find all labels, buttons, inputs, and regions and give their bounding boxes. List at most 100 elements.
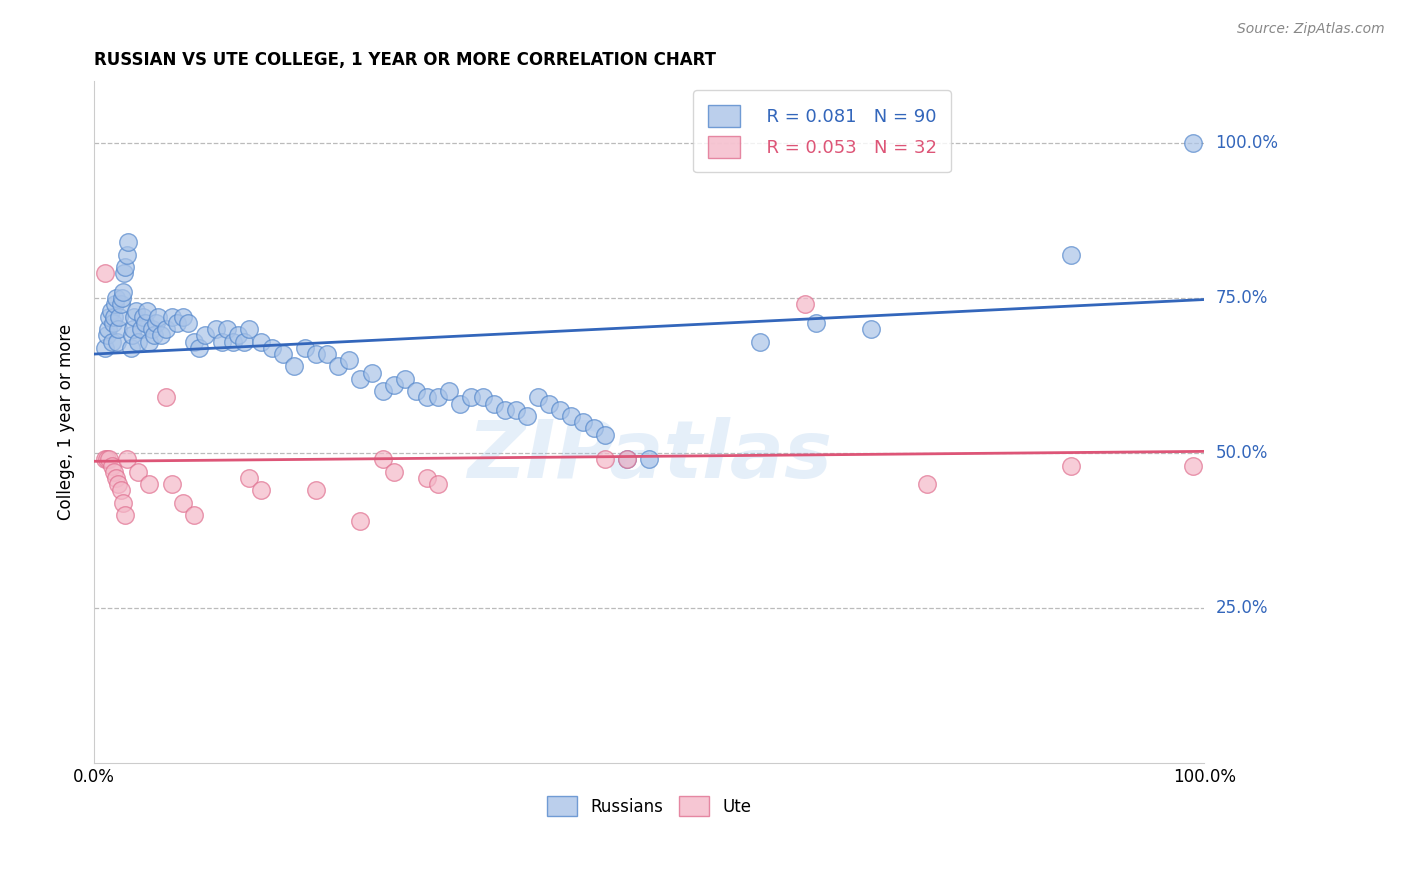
Point	[132, 310, 155, 324]
Text: RUSSIAN VS UTE COLLEGE, 1 YEAR OR MORE CORRELATION CHART: RUSSIAN VS UTE COLLEGE, 1 YEAR OR MORE C…	[94, 51, 716, 69]
Point	[100, 303, 122, 318]
Point	[100, 458, 122, 473]
Point	[149, 328, 172, 343]
Point	[111, 285, 134, 299]
Point	[439, 384, 461, 399]
Point	[305, 347, 328, 361]
Point	[98, 452, 121, 467]
Point	[183, 508, 205, 523]
Point	[108, 310, 131, 324]
Point	[222, 334, 245, 349]
Point	[1060, 248, 1083, 262]
Point	[122, 310, 145, 324]
Point	[232, 334, 254, 349]
Point	[915, 477, 938, 491]
Y-axis label: College, 1 year or more: College, 1 year or more	[58, 324, 75, 520]
Point	[105, 334, 128, 349]
Text: 50.0%: 50.0%	[1216, 444, 1268, 462]
Point	[103, 465, 125, 479]
Point	[155, 391, 177, 405]
Point	[160, 477, 183, 491]
Point	[172, 310, 194, 324]
Text: 75.0%: 75.0%	[1216, 289, 1268, 307]
Point	[105, 291, 128, 305]
Point	[349, 372, 371, 386]
Point	[371, 384, 394, 399]
Point	[117, 235, 139, 250]
Point	[316, 347, 339, 361]
Point	[271, 347, 294, 361]
Point	[593, 427, 616, 442]
Point	[114, 260, 136, 275]
Point	[238, 471, 260, 485]
Point	[107, 322, 129, 336]
Point	[538, 397, 561, 411]
Point	[360, 366, 382, 380]
Point	[97, 322, 120, 336]
Point	[226, 328, 249, 343]
Point	[337, 353, 360, 368]
Point	[1182, 458, 1205, 473]
Point	[148, 310, 170, 324]
Point	[177, 316, 200, 330]
Point	[172, 496, 194, 510]
Point	[117, 452, 139, 467]
Point	[394, 372, 416, 386]
Point	[101, 316, 124, 330]
Point	[416, 391, 439, 405]
Point	[127, 465, 149, 479]
Point	[1182, 136, 1205, 151]
Point	[145, 316, 167, 330]
Point	[194, 328, 217, 343]
Point	[505, 402, 527, 417]
Point	[860, 322, 883, 336]
Point	[114, 508, 136, 523]
Text: Source: ZipAtlas.com: Source: ZipAtlas.com	[1237, 22, 1385, 37]
Point	[183, 334, 205, 349]
Point	[560, 409, 582, 423]
Point	[638, 452, 661, 467]
Point	[94, 452, 117, 467]
Text: ZIPatlas: ZIPatlas	[467, 417, 832, 495]
Point	[249, 483, 271, 498]
Point	[188, 341, 211, 355]
Point	[516, 409, 538, 423]
Point	[127, 334, 149, 349]
Point	[211, 334, 233, 349]
Point	[117, 248, 139, 262]
Point	[103, 310, 125, 324]
Point	[494, 402, 516, 417]
Point	[94, 267, 117, 281]
Point	[582, 421, 605, 435]
Point	[527, 391, 550, 405]
Point	[616, 452, 638, 467]
Point	[142, 328, 165, 343]
Point	[205, 322, 228, 336]
Point	[328, 359, 350, 374]
Point	[104, 297, 127, 311]
Point	[238, 322, 260, 336]
Point	[405, 384, 427, 399]
Point	[349, 515, 371, 529]
Point	[449, 397, 471, 411]
Point	[260, 341, 283, 355]
Point	[121, 322, 143, 336]
Point	[111, 291, 134, 305]
Point	[129, 322, 152, 336]
Point	[105, 471, 128, 485]
Point	[471, 391, 494, 405]
Point	[793, 297, 815, 311]
Point	[283, 359, 305, 374]
Point	[96, 328, 118, 343]
Point	[427, 477, 450, 491]
Legend: Russians, Ute: Russians, Ute	[540, 789, 758, 823]
Point	[427, 391, 450, 405]
Point	[249, 334, 271, 349]
Point	[112, 267, 135, 281]
Point	[96, 452, 118, 467]
Point	[1060, 458, 1083, 473]
Point	[155, 322, 177, 336]
Point	[136, 303, 159, 318]
Point	[111, 496, 134, 510]
Point	[305, 483, 328, 498]
